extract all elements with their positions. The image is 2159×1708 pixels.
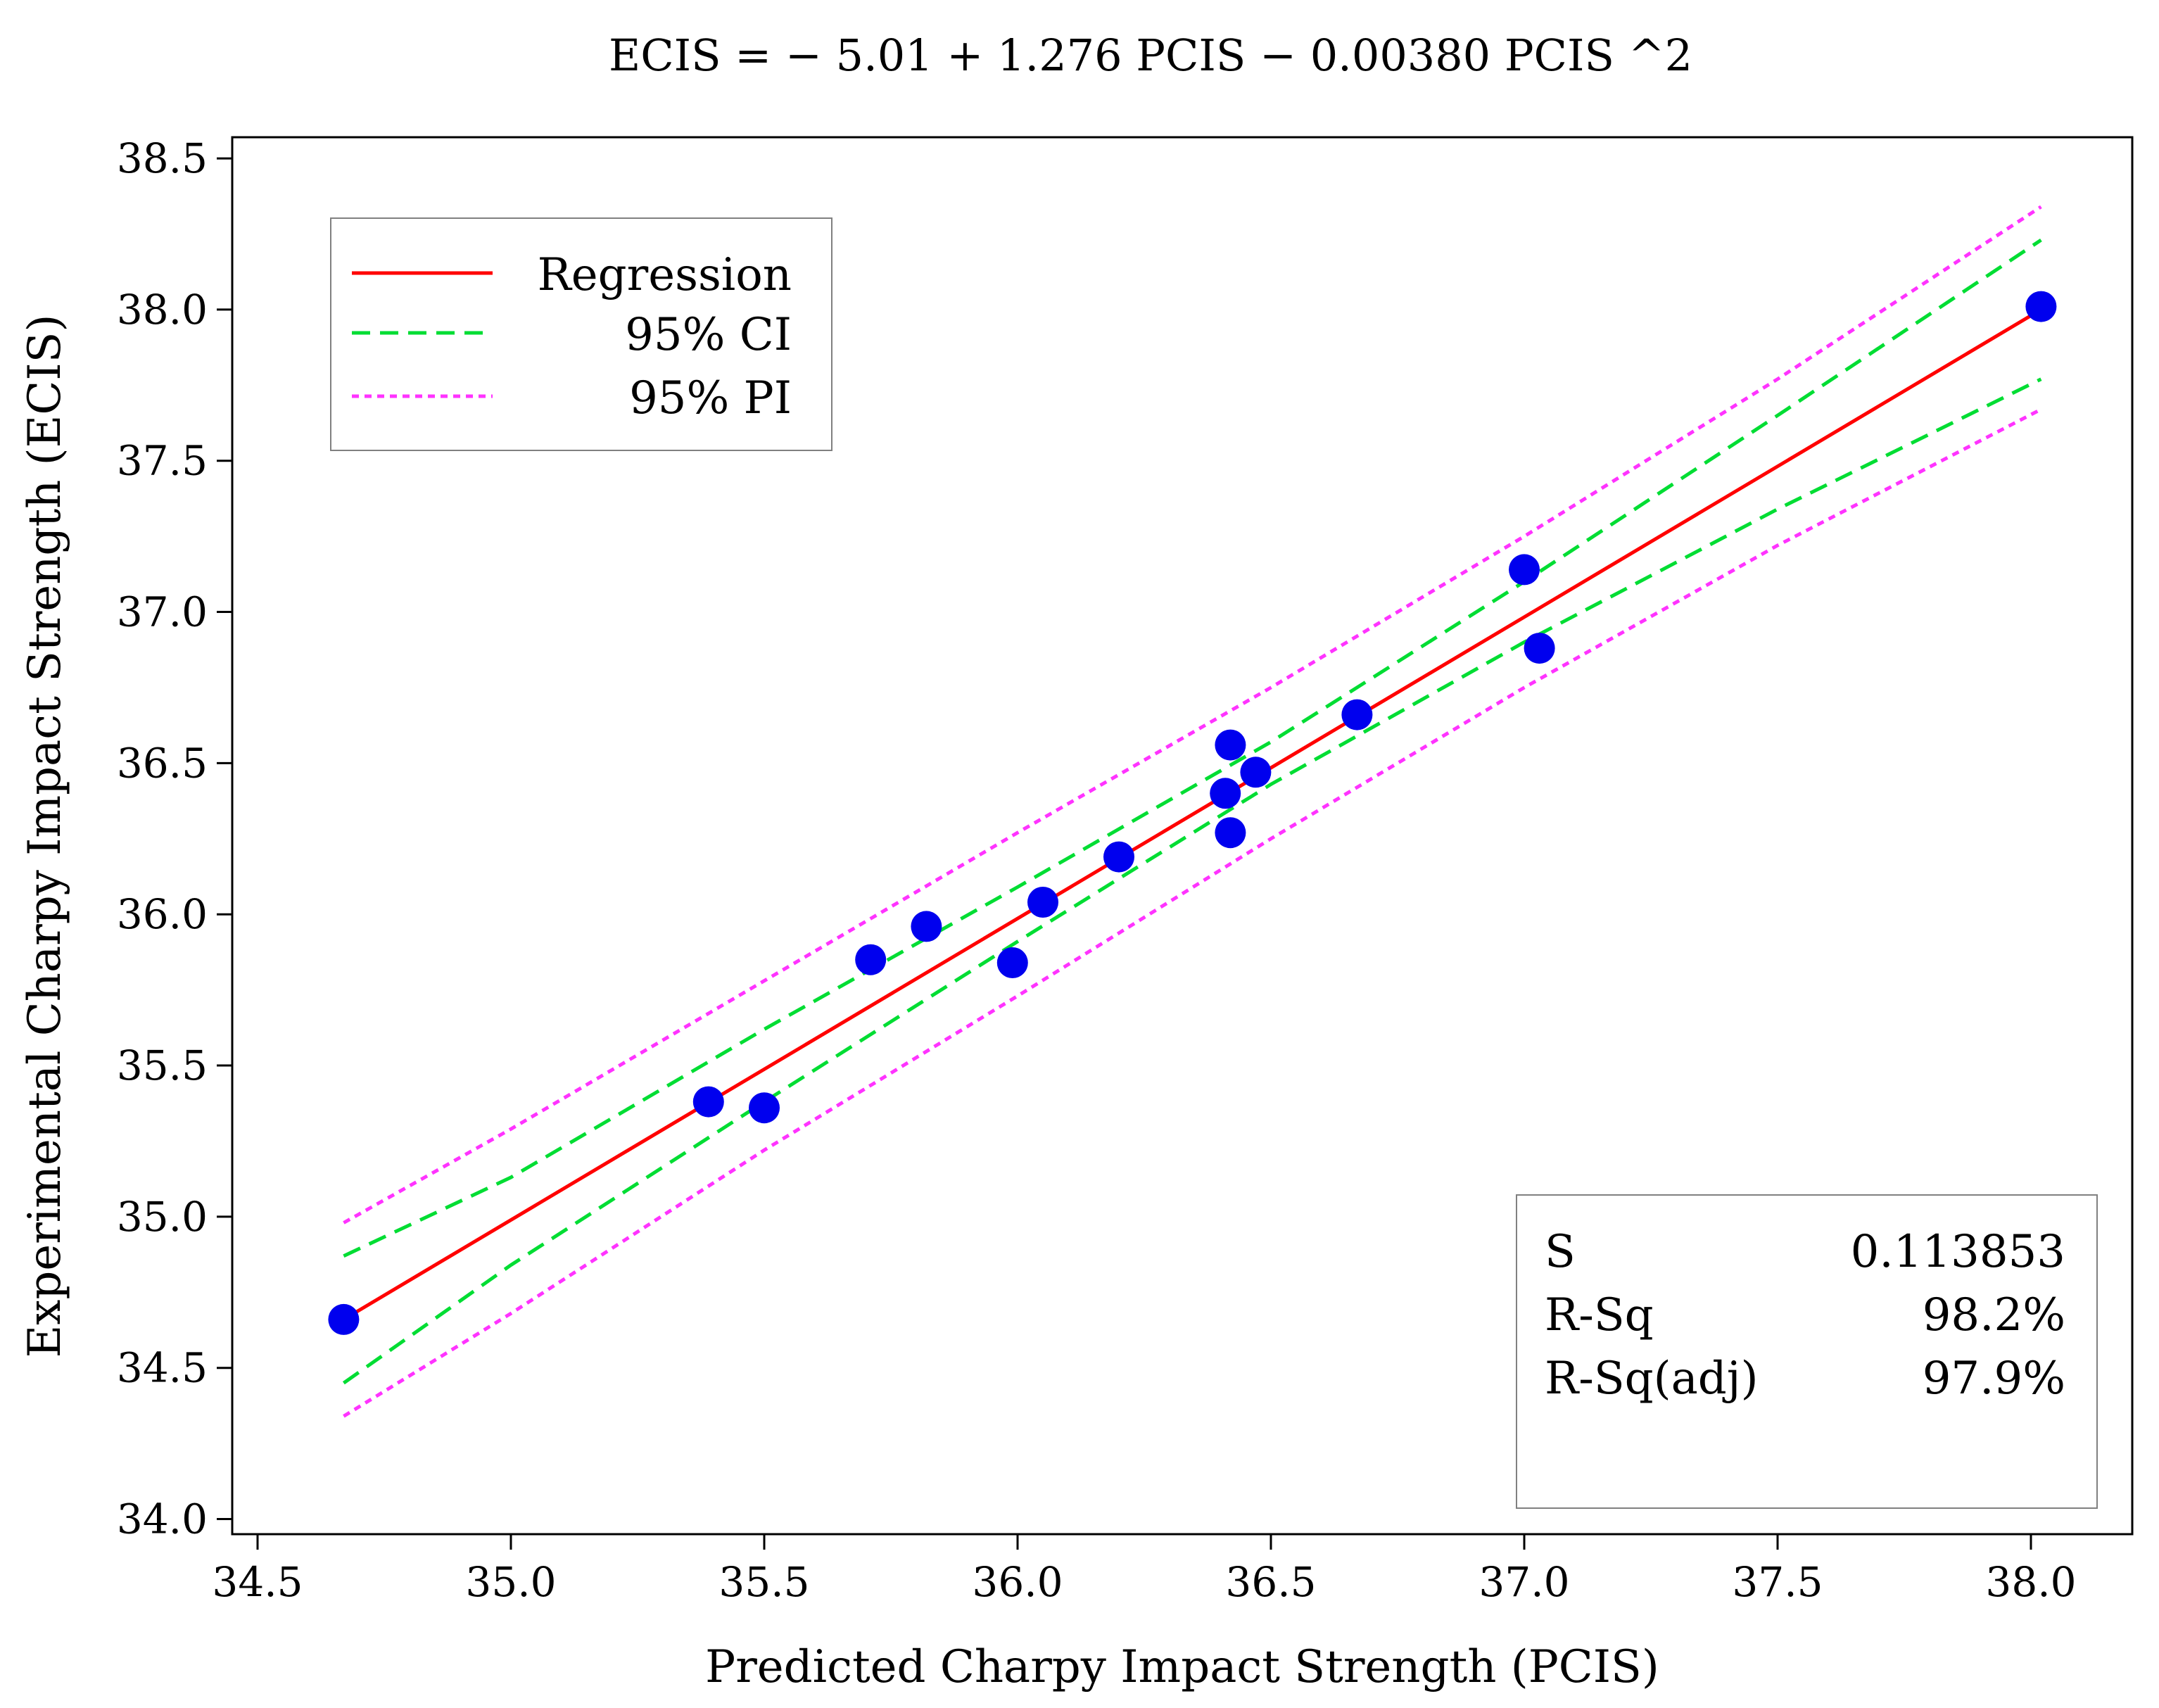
y-tick-label: 34.0 — [117, 1495, 208, 1543]
x-axis-ticks: 34.5 35.0 35.5 36.0 36.5 37.0 37.5 38.0 — [212, 1534, 2077, 1606]
stats-value-s: 0.113853 — [1851, 1226, 2065, 1278]
y-tick-label: 38.0 — [117, 286, 208, 334]
data-point — [1240, 757, 1272, 788]
data-point — [1509, 554, 1540, 586]
legend-label-pi: 95% PI — [629, 372, 792, 424]
data-point — [2025, 291, 2057, 322]
plot-series — [342, 205, 2042, 1418]
stats-label-s: S — [1545, 1226, 1576, 1278]
series-95-pi-lower — [343, 407, 2042, 1418]
data-point — [996, 947, 1028, 978]
y-tick-label: 37.5 — [117, 437, 208, 485]
data-point — [911, 911, 942, 942]
y-tick-label: 38.5 — [117, 134, 208, 182]
y-tick-label: 36.0 — [117, 890, 208, 938]
chart-title: ECIS = − 5.01 + 1.276 PCIS − 0.00380 PCI… — [609, 30, 1692, 81]
x-tick-label: 35.5 — [718, 1558, 809, 1606]
data-point — [692, 1086, 724, 1118]
data-point — [1341, 699, 1373, 730]
x-tick-label: 37.0 — [1479, 1558, 1569, 1606]
data-point — [1215, 729, 1246, 761]
data-point — [1027, 887, 1058, 918]
series-95-ci-upper — [343, 239, 2042, 1258]
series-95-ci-lower — [342, 377, 2042, 1385]
y-tick-label: 35.5 — [117, 1042, 208, 1089]
data-point — [855, 944, 887, 975]
stats-label-rsq-adj: R-Sq(adj) — [1545, 1353, 1759, 1405]
stats-frame — [1516, 1194, 2098, 1509]
y-tick-label: 37.0 — [117, 588, 208, 636]
data-point — [1210, 778, 1241, 809]
x-axis-label: Predicted Charpy Impact Strength (PCIS) — [705, 1641, 1659, 1693]
x-tick-label: 38.0 — [1985, 1558, 2076, 1606]
y-tick-label: 36.5 — [117, 739, 208, 787]
legend-label-regression: Regression — [538, 249, 792, 301]
data-point — [1524, 633, 1555, 664]
data-point — [1103, 841, 1134, 873]
x-tick-label: 35.0 — [465, 1558, 556, 1606]
series-95-pi-upper — [343, 205, 2042, 1225]
x-tick-label: 36.0 — [972, 1558, 1063, 1606]
x-tick-label: 37.5 — [1732, 1558, 1823, 1606]
x-tick-label: 34.5 — [212, 1558, 303, 1606]
data-point — [749, 1092, 780, 1124]
legend: Regression 95% CI 95% PI — [330, 217, 832, 451]
plot-frame — [231, 136, 2134, 1536]
series-regression — [343, 308, 2042, 1322]
stats-box: S 0.113853 R-Sq 98.2% R-Sq(adj) 97.9% — [1516, 1194, 2098, 1509]
x-tick-label: 36.5 — [1225, 1558, 1316, 1606]
stats-value-rsq: 98.2% — [1923, 1289, 2065, 1341]
legend-label-ci: 95% CI — [625, 309, 792, 361]
plot-points — [328, 291, 2057, 1335]
data-point — [1215, 817, 1246, 849]
data-point — [328, 1303, 360, 1335]
stats-value-rsq-adj: 97.9% — [1923, 1353, 2065, 1405]
y-tick-label: 34.5 — [117, 1344, 208, 1392]
stats-label-rsq: R-Sq — [1545, 1289, 1654, 1341]
y-axis-label: Experimental Charpy Impact Strength (ECI… — [19, 315, 71, 1358]
y-axis-ticks: 34.0 34.5 35.0 35.5 36.0 36.5 37.0 37.5 38.0 38.5 — [117, 134, 232, 1543]
y-tick-label: 35.0 — [117, 1193, 208, 1241]
